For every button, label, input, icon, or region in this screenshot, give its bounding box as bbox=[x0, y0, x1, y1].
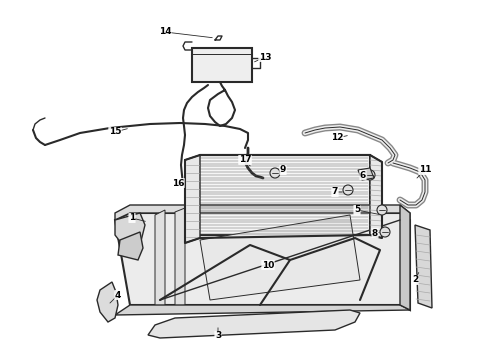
Text: 4: 4 bbox=[115, 291, 121, 300]
Text: 16: 16 bbox=[172, 179, 184, 188]
Circle shape bbox=[343, 185, 353, 195]
Text: 3: 3 bbox=[215, 332, 221, 341]
Text: 17: 17 bbox=[239, 156, 251, 165]
Text: 13: 13 bbox=[259, 53, 271, 62]
Polygon shape bbox=[185, 155, 200, 243]
Text: 12: 12 bbox=[331, 134, 343, 143]
Polygon shape bbox=[115, 213, 145, 248]
Polygon shape bbox=[200, 215, 360, 300]
Text: 14: 14 bbox=[159, 27, 171, 36]
Text: 1: 1 bbox=[129, 213, 135, 222]
Text: 11: 11 bbox=[419, 166, 431, 175]
Circle shape bbox=[270, 168, 280, 178]
Text: 8: 8 bbox=[372, 229, 378, 238]
Polygon shape bbox=[148, 310, 360, 338]
Text: 10: 10 bbox=[262, 261, 274, 270]
Text: 9: 9 bbox=[280, 166, 286, 175]
Polygon shape bbox=[115, 213, 410, 310]
Polygon shape bbox=[415, 225, 432, 308]
Polygon shape bbox=[400, 205, 410, 310]
Circle shape bbox=[377, 205, 387, 215]
Polygon shape bbox=[155, 210, 165, 310]
Text: 6: 6 bbox=[360, 171, 366, 180]
Polygon shape bbox=[115, 305, 410, 315]
Polygon shape bbox=[192, 48, 252, 82]
Text: 5: 5 bbox=[354, 206, 360, 215]
Circle shape bbox=[365, 170, 375, 180]
Polygon shape bbox=[175, 208, 185, 308]
Polygon shape bbox=[370, 155, 382, 238]
Polygon shape bbox=[97, 282, 118, 322]
Polygon shape bbox=[358, 168, 374, 180]
Polygon shape bbox=[195, 155, 370, 235]
Circle shape bbox=[380, 227, 390, 237]
Text: 15: 15 bbox=[109, 127, 121, 136]
Polygon shape bbox=[115, 205, 410, 220]
Text: 2: 2 bbox=[412, 275, 418, 284]
Polygon shape bbox=[118, 232, 143, 260]
Text: 7: 7 bbox=[332, 188, 338, 197]
